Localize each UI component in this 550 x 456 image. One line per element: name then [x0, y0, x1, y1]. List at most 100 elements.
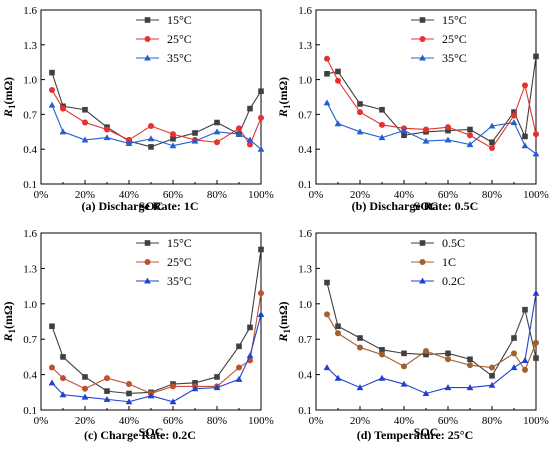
legend-swatch-marker — [419, 277, 426, 284]
data-point — [236, 364, 242, 371]
y-axis-title: R1(mΩ) — [276, 301, 292, 342]
data-point — [467, 132, 473, 139]
legend-swatch-marker — [144, 259, 151, 265]
data-point — [533, 339, 539, 346]
data-point — [81, 136, 89, 143]
data-point — [126, 390, 132, 397]
data-point — [511, 112, 517, 119]
series-line — [51, 249, 262, 395]
data-point — [489, 145, 495, 152]
data-point — [489, 364, 495, 371]
legend-swatch-marker — [419, 36, 426, 42]
y-tick-label: 1.0 — [298, 299, 312, 311]
y-axis-unit: (mΩ) — [276, 77, 290, 105]
series-2 — [49, 290, 264, 397]
x-tick-label: 0% — [309, 189, 324, 201]
data-point — [334, 120, 342, 127]
data-point — [401, 363, 407, 370]
data-point — [60, 375, 66, 382]
data-point — [488, 381, 496, 388]
legend-label: 35°C — [167, 51, 192, 65]
data-point — [59, 391, 67, 398]
data-point — [82, 106, 88, 113]
data-point — [148, 123, 154, 129]
data-point — [104, 388, 110, 394]
y-tick-label: 0.4 — [23, 144, 37, 156]
y-tick-label: 0.7 — [298, 334, 312, 346]
data-point — [445, 124, 451, 131]
x-tick-label: 40% — [394, 415, 414, 427]
x-tick-label: 100% — [248, 415, 274, 427]
series-3 — [323, 289, 540, 397]
data-point — [213, 384, 221, 391]
x-tick-label: 60% — [163, 189, 183, 201]
y-axis-title: R1(mΩ) — [276, 77, 292, 118]
y-tick-label: 0.1 — [298, 405, 312, 417]
legend-swatch-marker — [144, 17, 151, 23]
y-axis-title: R1(mΩ) — [1, 77, 17, 118]
series-line — [51, 314, 262, 403]
legend-swatch-marker — [144, 36, 151, 42]
legend-label: 1C — [442, 255, 456, 269]
y-axis-subscript: 1 — [7, 104, 17, 109]
data-point — [445, 350, 451, 357]
data-point — [214, 139, 220, 146]
chart-panel-4: 0% 20% 40% 60% 80% 100% 0.1 0.4 0.7 1.0 1.3 1.6 SOC R… — [276, 228, 549, 442]
data-point — [444, 384, 452, 391]
y-tick-label: 1.3 — [23, 263, 37, 275]
data-point — [103, 134, 111, 141]
legend-swatch-marker — [144, 277, 151, 284]
x-axis-title: SOC — [414, 199, 439, 213]
y-tick-label: 0.1 — [23, 405, 37, 417]
x-tick-label: 100% — [523, 415, 549, 427]
data-point — [357, 109, 363, 116]
series-2 — [49, 87, 264, 148]
data-point — [522, 82, 528, 89]
data-point — [235, 130, 243, 137]
data-point — [357, 344, 363, 351]
y-axis-unit: (mΩ) — [1, 77, 15, 105]
plot-frame — [40, 9, 262, 185]
data-point — [103, 395, 111, 402]
data-point — [125, 140, 133, 146]
y-tick-label: 0.4 — [23, 370, 37, 382]
data-point — [488, 122, 496, 129]
data-point — [423, 348, 429, 354]
legend-label: 0.5C — [442, 236, 465, 250]
legend-label: 35°C — [442, 51, 467, 65]
data-point — [467, 356, 473, 363]
data-point — [246, 352, 254, 359]
data-point — [258, 290, 264, 297]
y-axis-symbol: R — [1, 334, 15, 343]
data-point — [191, 137, 199, 144]
data-point — [521, 142, 529, 149]
series-line — [51, 89, 262, 146]
data-point — [422, 137, 430, 144]
data-point — [466, 384, 474, 391]
y-tick-label: 0.7 — [23, 334, 37, 346]
data-point — [49, 69, 55, 76]
data-point — [521, 357, 529, 363]
data-point — [214, 374, 220, 380]
chart-panel-2: 0% 20% 40% 60% 80% 100% 0.1 0.4 0.7 1.0 1.3 1.6 SOC R… — [276, 5, 549, 213]
y-axis-subscript: 1 — [7, 329, 17, 334]
data-point — [104, 126, 110, 133]
series-1 — [324, 53, 539, 146]
legend-label: 15°C — [167, 236, 192, 250]
legend-swatch-marker — [144, 54, 151, 61]
data-point — [323, 364, 331, 371]
y-axis-unit: (mΩ) — [276, 301, 290, 329]
legend-label: 25°C — [167, 255, 192, 269]
y-tick-label: 1.6 — [23, 5, 37, 17]
legend-swatch-marker — [144, 240, 151, 246]
y-axis-subscript: 1 — [282, 104, 292, 109]
data-point — [170, 135, 176, 142]
data-point — [48, 379, 56, 386]
data-point — [258, 114, 264, 121]
legend-label: 15°C — [167, 13, 192, 27]
data-point — [49, 364, 55, 371]
data-point — [147, 392, 155, 399]
y-axis-title: R1(mΩ) — [1, 301, 17, 342]
data-point — [169, 398, 177, 405]
data-point — [357, 101, 363, 107]
